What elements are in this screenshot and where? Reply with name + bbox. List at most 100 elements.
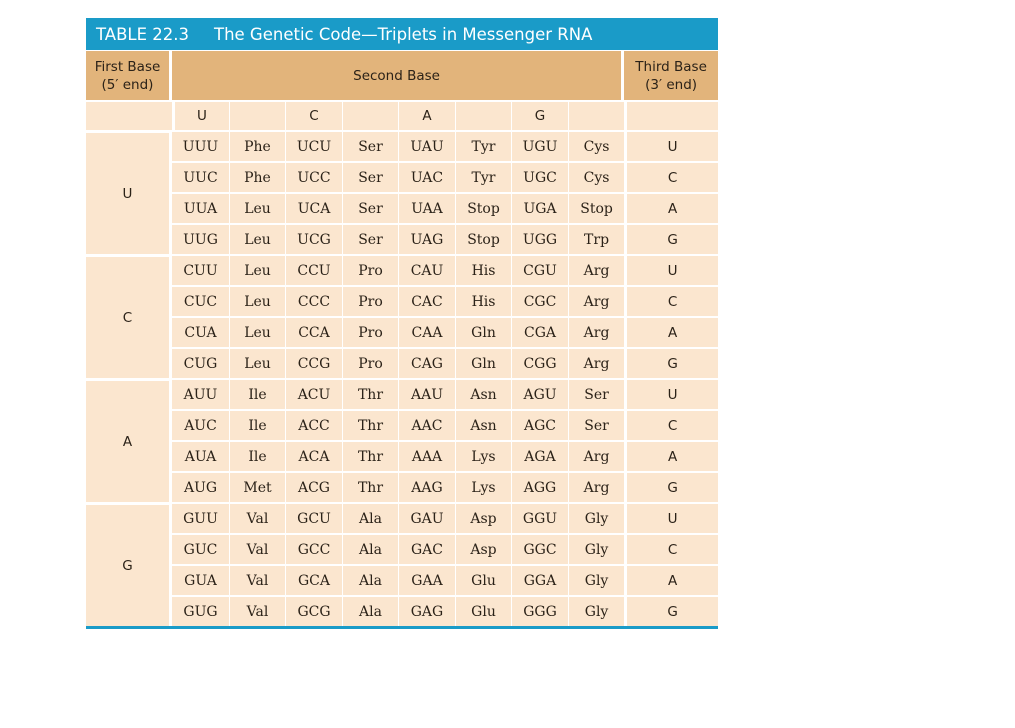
amino-acid-cell: Val xyxy=(229,533,285,564)
codon-cell: GGC xyxy=(511,533,568,564)
table-row: U UUU Phe UCU Ser UAU Tyr UGU Cys U xyxy=(86,130,719,254)
table-row: G GUU Val GCU Ala GAU Asp GGU Gly U xyxy=(86,502,719,626)
empty-cell xyxy=(568,100,625,130)
amino-acid-cell: Leu xyxy=(229,254,285,285)
table-row: AUG Met ACG Thr AAG Lys AGG Arg G xyxy=(86,471,719,502)
amino-acid-cell: Pro xyxy=(342,316,398,347)
table-row: AUC Ile ACC Thr AAC Asn AGC Ser C xyxy=(86,409,719,440)
codon-cell: AUC xyxy=(172,409,229,440)
codon-cell: GCU xyxy=(285,502,342,533)
codon-cell: UGA xyxy=(511,192,568,223)
amino-acid-cell: Thr xyxy=(342,409,398,440)
codon-cell: UUA xyxy=(172,192,229,223)
amino-acid-cell: His xyxy=(455,254,511,285)
third-base-cell: G xyxy=(624,595,719,626)
third-base-cell: U xyxy=(624,502,719,533)
second-base-letter-g: G xyxy=(511,100,568,130)
bottom-rule xyxy=(86,626,718,629)
third-base-cell: A xyxy=(624,440,719,471)
codon-cell: GUG xyxy=(172,595,229,626)
empty-cell xyxy=(86,100,172,130)
amino-acid-cell: Tyr xyxy=(455,161,511,192)
codon-cell: GGG xyxy=(511,595,568,626)
first-base-cell: U xyxy=(86,130,172,254)
codon-cell: AUU xyxy=(172,378,229,409)
codon-cell: GUU xyxy=(172,502,229,533)
table-row: C CUU Leu CCU Pro CAU His CGU Arg U xyxy=(86,254,719,378)
first-base-cell: C xyxy=(86,254,172,378)
amino-acid-cell: Ser xyxy=(568,378,625,409)
codon-cell: AGC xyxy=(511,409,568,440)
amino-acid-cell: Thr xyxy=(342,471,398,502)
codon-cell: CUU xyxy=(172,254,229,285)
amino-acid-cell: Arg xyxy=(568,285,625,316)
codon-cell: CAU xyxy=(398,254,455,285)
codon-cell: UCA xyxy=(285,192,342,223)
codon-cell: AAU xyxy=(398,378,455,409)
amino-acid-cell: Pro xyxy=(342,347,398,378)
amino-acid-cell: Stop xyxy=(455,192,511,223)
third-base-cell: C xyxy=(624,285,719,316)
amino-acid-cell: Arg xyxy=(568,316,625,347)
third-base-cell: A xyxy=(624,192,719,223)
amino-acid-cell: Gln xyxy=(455,316,511,347)
amino-acid-cell: Ser xyxy=(342,130,398,161)
first-base-header: First Base (5′ end) xyxy=(86,50,172,100)
third-base-cell: C xyxy=(624,409,719,440)
amino-acid-cell: His xyxy=(455,285,511,316)
table-row: GUC Val GCC Ala GAC Asp GGC Gly C xyxy=(86,533,719,564)
empty-cell xyxy=(342,100,398,130)
amino-acid-cell: Tyr xyxy=(455,130,511,161)
codon-cell: GCC xyxy=(285,533,342,564)
header-row: First Base (5′ end) Second Base Third Ba… xyxy=(86,50,719,100)
codon-cell: GAG xyxy=(398,595,455,626)
third-base-cell: A xyxy=(624,564,719,595)
amino-acid-cell: Arg xyxy=(568,347,625,378)
third-base-cell: G xyxy=(624,223,719,254)
codon-cell: UCU xyxy=(285,130,342,161)
third-base-cell: C xyxy=(624,533,719,564)
first-base-cell: A xyxy=(86,378,172,502)
codon-cell: UGC xyxy=(511,161,568,192)
codon-cell: AGA xyxy=(511,440,568,471)
second-base-header: Second Base xyxy=(172,50,625,100)
third-base-cell: U xyxy=(624,254,719,285)
amino-acid-cell: Leu xyxy=(229,192,285,223)
amino-acid-cell: Stop xyxy=(568,192,625,223)
table-row: CUC Leu CCC Pro CAC His CGC Arg C xyxy=(86,285,719,316)
codon-cell: ACA xyxy=(285,440,342,471)
amino-acid-cell: Asn xyxy=(455,409,511,440)
codon-cell: GAC xyxy=(398,533,455,564)
amino-acid-cell: Glu xyxy=(455,564,511,595)
table-row: UUG Leu UCG Ser UAG Stop UGG Trp G xyxy=(86,223,719,254)
codon-cell: CCA xyxy=(285,316,342,347)
amino-acid-cell: Arg xyxy=(568,440,625,471)
amino-acid-cell: Leu xyxy=(229,223,285,254)
codon-cell: GUA xyxy=(172,564,229,595)
amino-acid-cell: Glu xyxy=(455,595,511,626)
codon-cell: GUC xyxy=(172,533,229,564)
amino-acid-cell: Gln xyxy=(455,347,511,378)
third-base-cell: U xyxy=(624,378,719,409)
amino-acid-cell: Gly xyxy=(568,502,625,533)
codon-cell: CGU xyxy=(511,254,568,285)
codon-cell: GAU xyxy=(398,502,455,533)
third-base-cell: C xyxy=(624,161,719,192)
codon-cell: CUC xyxy=(172,285,229,316)
third-base-cell: G xyxy=(624,347,719,378)
codon-cell: UAU xyxy=(398,130,455,161)
amino-acid-cell: Ser xyxy=(568,409,625,440)
codon-cell: AAG xyxy=(398,471,455,502)
amino-acid-cell: Ala xyxy=(342,502,398,533)
amino-acid-cell: Ile xyxy=(229,440,285,471)
third-base-header: Third Base (3′ end) xyxy=(624,50,719,100)
codon-cell: GAA xyxy=(398,564,455,595)
codon-cell: UUU xyxy=(172,130,229,161)
amino-acid-cell: Gly xyxy=(568,564,625,595)
codon-cell: CAA xyxy=(398,316,455,347)
codon-cell: UAA xyxy=(398,192,455,223)
amino-acid-cell: Val xyxy=(229,595,285,626)
codon-cell: CGA xyxy=(511,316,568,347)
table-row: UUA Leu UCA Ser UAA Stop UGA Stop A xyxy=(86,192,719,223)
table-row: GUG Val GCG Ala GAG Glu GGG Gly G xyxy=(86,595,719,626)
